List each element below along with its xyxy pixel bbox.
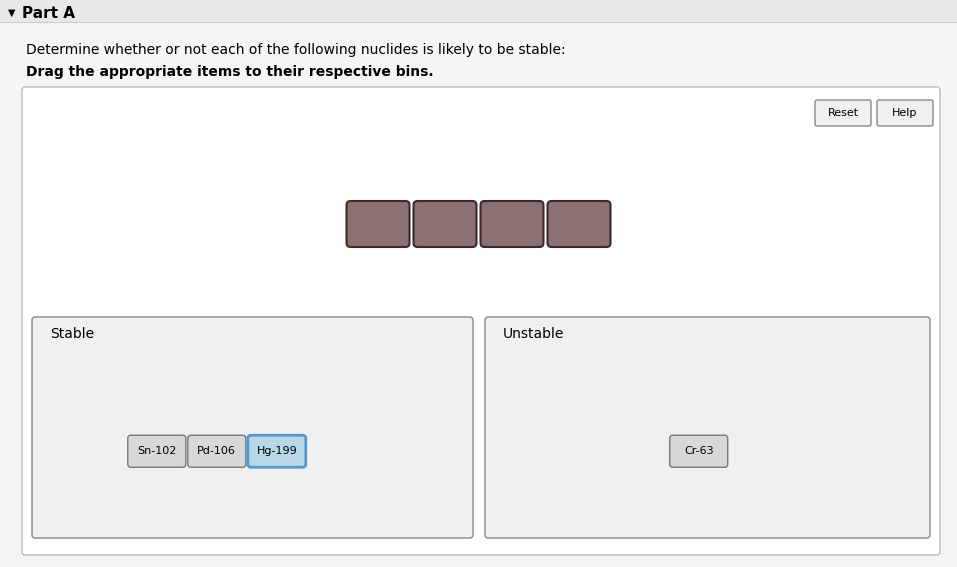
FancyBboxPatch shape [547,201,611,247]
FancyBboxPatch shape [480,201,544,247]
Text: Pd-106: Pd-106 [197,446,236,456]
FancyBboxPatch shape [485,317,930,538]
FancyBboxPatch shape [188,435,246,467]
FancyBboxPatch shape [346,201,410,247]
Text: Hg-199: Hg-199 [256,446,298,456]
FancyBboxPatch shape [32,317,473,538]
Text: Unstable: Unstable [503,327,565,341]
FancyBboxPatch shape [248,435,306,467]
Text: Cr-63: Cr-63 [684,446,714,456]
Text: ▼: ▼ [8,8,15,18]
FancyBboxPatch shape [877,100,933,126]
Text: Part A: Part A [22,6,75,20]
Text: Stable: Stable [50,327,94,341]
Text: Determine whether or not each of the following nuclides is likely to be stable:: Determine whether or not each of the fol… [26,43,566,57]
Text: Reset: Reset [828,108,858,118]
FancyBboxPatch shape [22,87,940,555]
FancyBboxPatch shape [670,435,727,467]
Bar [0,0,957,22]
FancyBboxPatch shape [128,435,186,467]
Text: Drag the appropriate items to their respective bins.: Drag the appropriate items to their resp… [26,65,434,79]
FancyBboxPatch shape [815,100,871,126]
Text: Sn-102: Sn-102 [137,446,176,456]
FancyBboxPatch shape [413,201,477,247]
Text: Help: Help [892,108,918,118]
